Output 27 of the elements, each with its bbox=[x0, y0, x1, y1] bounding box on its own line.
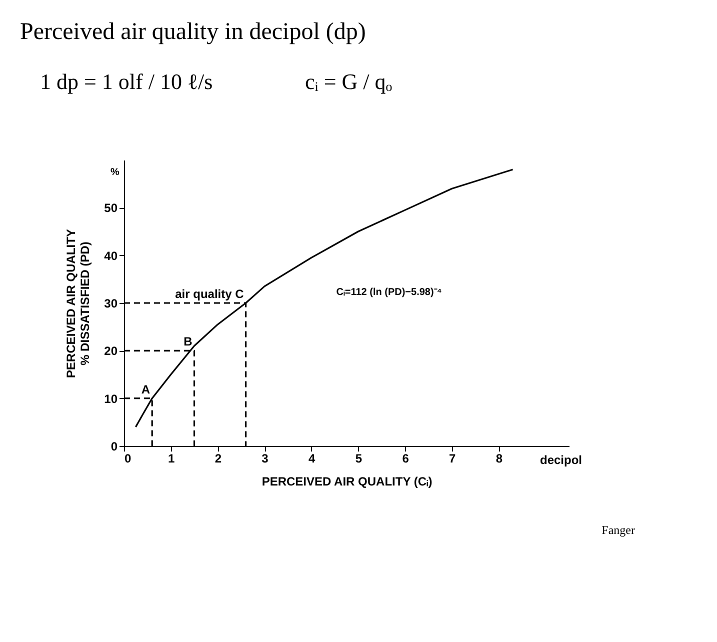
annotation: Cᵢ=112 (ln (PD)−5.98)⁻⁴ bbox=[336, 287, 442, 298]
y-tick-label: 0 bbox=[110, 440, 118, 454]
x-tick-label: 4 bbox=[308, 452, 316, 466]
x-axis-title: PERCEIVED AIR QUALITY (Cᵢ) bbox=[262, 474, 432, 488]
y-tick-label: 50 bbox=[104, 201, 118, 216]
chart-title: Perceived air quality in decipol (dp) bbox=[20, 19, 366, 45]
x-tick-label: 8 bbox=[496, 452, 503, 466]
x-tick-label: 1 bbox=[168, 452, 175, 466]
annotation: B bbox=[184, 334, 193, 349]
x-tick-label: 0 bbox=[124, 452, 132, 466]
x-tick-label: 7 bbox=[449, 452, 456, 466]
text: decipol bbox=[540, 453, 582, 467]
x-tick-label: 6 bbox=[402, 452, 410, 466]
text: Fanger bbox=[602, 523, 635, 537]
x-tick-label: 5 bbox=[355, 452, 362, 466]
annotation: air quality C bbox=[175, 287, 244, 301]
y-tick-label: 20 bbox=[104, 344, 118, 358]
text: cᵢ = G / qₒ bbox=[305, 69, 392, 94]
y-tick-label: 30 bbox=[104, 296, 118, 310]
y-tick-label: 40 bbox=[104, 248, 118, 263]
x-tick-label: 2 bbox=[214, 452, 222, 466]
text: % bbox=[110, 167, 120, 178]
y-tick-label: 10 bbox=[104, 392, 118, 406]
y-axis-title: PERCEIVED AIR QUALITY % DISSATISFIED (PD) bbox=[64, 229, 92, 378]
text: 1 dp = 1 olf / 10 ℓ/s bbox=[40, 69, 213, 94]
x-tick-label: 3 bbox=[262, 452, 269, 466]
annotation: A bbox=[141, 382, 150, 396]
